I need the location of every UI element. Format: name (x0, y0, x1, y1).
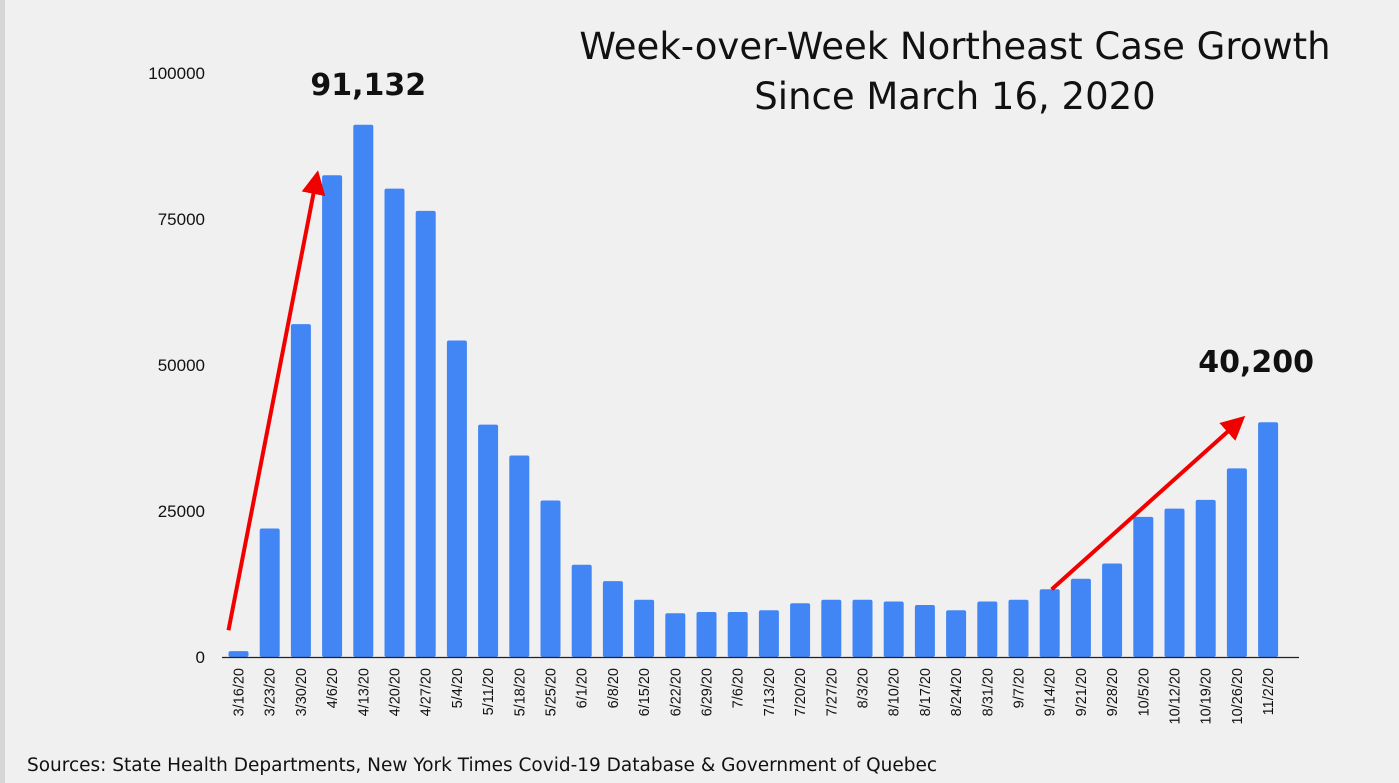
bar (1008, 599, 1029, 657)
x-tick-label: 5/25/20 (544, 668, 560, 716)
bar (758, 610, 779, 657)
x-tick-label: 9/14/20 (1043, 668, 1059, 716)
bar (509, 455, 530, 657)
x-tick-label: 3/16/20 (232, 668, 248, 716)
chart-title: Week-over-Week Northeast Case Growth Sin… (505, 22, 1399, 122)
x-tick-label: 9/28/20 (1105, 668, 1121, 716)
x-axis: 3/16/20 3/23/20 3/30/20 4/6/20 4/13/20 4/20/2… (222, 656, 1299, 724)
source-note: Sources: State Health Departments, New Y… (27, 755, 938, 776)
bar (1070, 578, 1091, 657)
bar (540, 500, 561, 657)
bar (1226, 468, 1247, 657)
y-axis: 0 25000 50000 75000 100000 (148, 64, 205, 667)
x-tick-label: 10/26/20 (1230, 668, 1246, 724)
bar (322, 175, 343, 657)
bar (1102, 563, 1123, 657)
callout-label: 40,200 (1198, 345, 1314, 380)
x-tick-label: 8/10/20 (887, 668, 903, 716)
y-tick-label: 0 (196, 648, 205, 667)
x-tick-label: 6/29/20 (700, 668, 716, 716)
trend-arrow (226, 170, 326, 631)
bar (1258, 422, 1279, 657)
x-tick-label: 6/1/20 (575, 668, 591, 708)
bar (446, 340, 467, 657)
callout-label: 91,132 (310, 68, 426, 103)
x-tick-label: 7/27/20 (824, 668, 840, 716)
x-tick-label: 9/21/20 (1074, 668, 1090, 716)
bar (914, 605, 935, 657)
x-tick-label: 4/6/20 (325, 668, 341, 708)
x-tick-label: 10/19/20 (1199, 668, 1215, 724)
chart-title-line: Week-over-Week Northeast Case Growth (579, 25, 1331, 68)
bar (290, 324, 311, 657)
x-tick-label: 11/2/20 (1261, 668, 1277, 715)
x-tick-label: 8/3/20 (856, 668, 872, 708)
bar (727, 612, 748, 657)
x-tick-label: 6/8/20 (606, 668, 622, 708)
x-tick-label: 7/20/20 (793, 668, 809, 716)
x-tick-label: 6/15/20 (637, 668, 653, 716)
left-edge-strip (0, 0, 5, 783)
x-tick-label: 7/13/20 (762, 668, 778, 716)
bar (571, 564, 592, 657)
annotations: 91,132 40,200 (226, 68, 1314, 631)
x-tick-label: 4/20/20 (388, 668, 404, 716)
bar (665, 613, 686, 657)
x-tick-label: 5/4/20 (450, 668, 466, 708)
bar (353, 124, 374, 657)
bar (228, 651, 249, 657)
x-tick-label: 3/23/20 (263, 668, 279, 716)
chart-subtitle: Since March 16, 2020 (754, 75, 1156, 118)
bar (852, 599, 873, 657)
x-tick-label: 4/27/20 (419, 668, 435, 716)
bar (696, 612, 717, 657)
x-tick-label: 6/22/20 (668, 668, 684, 716)
x-tick-label: 9/7/20 (1012, 668, 1028, 708)
bar-series (228, 124, 1279, 657)
bar (1133, 516, 1154, 657)
x-tick-label: 8/24/20 (949, 668, 965, 716)
bar (821, 599, 842, 657)
x-tick-label: 7/6/20 (731, 668, 747, 708)
bar (384, 188, 405, 657)
x-tick-label: 3/30/20 (294, 668, 310, 716)
bar (634, 599, 655, 657)
bar (1195, 499, 1216, 657)
bar (883, 601, 904, 657)
bar (977, 601, 998, 657)
y-tick-label: 75000 (158, 210, 205, 229)
bar (259, 528, 280, 657)
y-tick-label: 50000 (158, 356, 205, 375)
bar (790, 603, 811, 657)
x-tick-label: 8/17/20 (918, 668, 934, 716)
bar (1039, 589, 1060, 657)
x-tick-label: 5/18/20 (512, 668, 528, 716)
bar (478, 424, 499, 657)
y-tick-label: 25000 (158, 502, 205, 521)
x-tick-label: 10/12/20 (1168, 668, 1184, 724)
bar (415, 210, 436, 657)
bar (946, 610, 967, 657)
x-tick-label: 10/5/20 (1136, 668, 1152, 716)
y-tick-label: 100000 (148, 64, 205, 83)
bar (602, 581, 623, 657)
x-tick-label: 4/13/20 (356, 668, 372, 716)
x-tick-label: 8/31/20 (980, 668, 996, 716)
trend-arrow (1050, 415, 1246, 591)
bar (1164, 508, 1185, 657)
x-tick-label: 5/11/20 (481, 668, 497, 715)
